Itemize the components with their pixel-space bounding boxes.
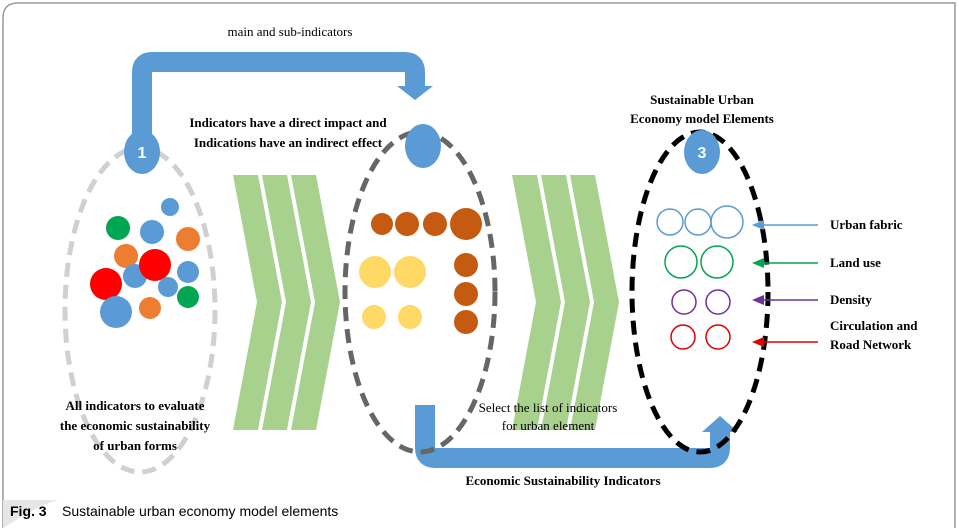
line: of urban forms — [93, 438, 177, 453]
pointer-head — [752, 295, 764, 305]
step-oval — [124, 130, 160, 174]
line: Density — [830, 292, 872, 307]
arrow-head — [702, 416, 738, 432]
pointer-head — [752, 220, 764, 230]
chevrons — [233, 175, 619, 430]
line: All indicators to evaluate — [65, 398, 204, 413]
top-label: main and sub-indicators — [228, 24, 353, 39]
left-note: All indicators to evaluate the economic s… — [60, 398, 211, 453]
caption-text: Sustainable urban economy model elements — [62, 503, 338, 519]
element-dots — [656, 205, 744, 350]
line: Urban fabric — [830, 217, 903, 232]
select-note: Select the list of indicators for urban e… — [479, 400, 618, 433]
step-number: 1 — [138, 145, 147, 162]
element-arrows — [752, 220, 818, 347]
step-number: 3 — [698, 145, 707, 162]
line: Circulation and — [830, 318, 918, 333]
line: Indicators have a direct impact and — [189, 115, 387, 130]
indicator-dots — [90, 198, 200, 328]
step-oval — [405, 124, 441, 168]
line: Sustainable Urban — [650, 92, 754, 107]
selected-dots — [359, 208, 482, 334]
step-oval — [684, 130, 720, 174]
pointer-head — [752, 258, 764, 268]
arrow-head — [397, 86, 433, 100]
element-label: Density — [830, 292, 872, 307]
top-arrow — [132, 52, 425, 135]
caption-tab — [3, 500, 60, 528]
element-label: Circulation and Road Network — [830, 318, 918, 352]
ellipse — [629, 129, 771, 455]
element-label: Land use — [830, 255, 881, 270]
bottom-label: Economic Sustainability Indicators — [465, 473, 660, 488]
impact-note: Indicators have a direct impact and Indic… — [189, 115, 387, 150]
line: Land use — [830, 255, 881, 270]
ellipse — [342, 129, 498, 455]
line: Road Network — [830, 337, 912, 352]
line: Economy model Elements — [630, 111, 774, 126]
model-title: Sustainable Urban Economy model Elements — [630, 92, 774, 126]
line: the economic sustainability — [60, 418, 211, 433]
caption-label: Fig. 3 — [10, 503, 47, 519]
line: for urban element — [502, 418, 595, 433]
pointer-head — [752, 337, 764, 347]
line: Select the list of indicators — [479, 400, 618, 415]
line: Indications have an indirect effect — [194, 135, 383, 150]
element-label: Urban fabric — [830, 217, 903, 232]
